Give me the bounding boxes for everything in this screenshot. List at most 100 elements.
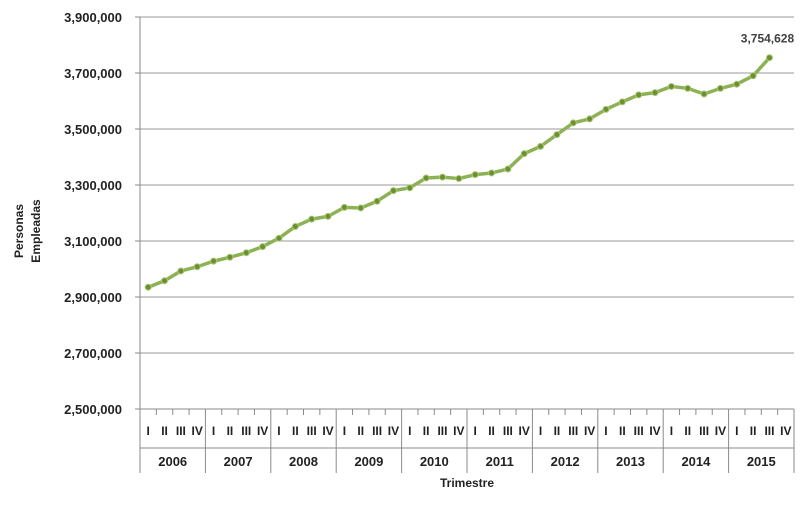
data-point-32 [667, 82, 675, 90]
year-label-2013: 2013 [616, 454, 645, 469]
quarter-label-2014-II: II [684, 424, 691, 438]
data-point-16 [406, 184, 414, 192]
quarter-label-2011-IV: IV [519, 424, 530, 438]
y-axis-tick-labels: 2,500,000 2,700,000 2,900,000 3,100,000 3,30… [64, 10, 122, 417]
quarter-label-2015-II: II [750, 424, 757, 438]
quarter-label-2015-III: III [764, 424, 774, 438]
quarter-label-2006-II: II [161, 424, 168, 438]
axes [135, 16, 794, 473]
data-point-31 [651, 89, 659, 97]
data-point-28 [602, 105, 610, 113]
data-point-4 [210, 257, 218, 265]
x-axis-title: Trimestre [440, 476, 494, 490]
series-employed-persons [144, 54, 773, 291]
quarter-label-2015-I: I [735, 424, 738, 438]
year-label-2014: 2014 [681, 454, 711, 469]
data-point-35 [716, 84, 724, 92]
y-tick-label-2: 2,900,000 [64, 290, 122, 305]
data-point-1 [161, 277, 169, 285]
last-point-data-label: 3,754,628 [741, 32, 795, 46]
y-tick-label-0: 2,500,000 [64, 402, 122, 417]
annotations: 3,754,628 [741, 32, 795, 46]
series-line [146, 55, 772, 289]
quarter-label-2009-IV: IV [388, 424, 399, 438]
quarter-label-2006-III: III [176, 424, 186, 438]
year-label-2010: 2010 [420, 454, 449, 469]
quarter-label-2009-I: I [343, 424, 346, 438]
quarter-label-2007-II: II [227, 424, 234, 438]
data-point-8 [275, 234, 283, 242]
quarter-label-2009-III: III [372, 424, 382, 438]
year-label-2015: 2015 [747, 454, 776, 469]
quarter-label-2013-IV: IV [649, 424, 660, 438]
quarter-label-2007-I: I [212, 424, 215, 438]
y-tick-label-7: 3,900,000 [64, 10, 122, 25]
data-point-34 [700, 90, 708, 98]
quarter-label-2013-II: II [619, 424, 626, 438]
data-point-17 [422, 174, 430, 182]
year-label-2009: 2009 [354, 454, 383, 469]
data-point-26 [569, 119, 577, 127]
quarter-label-2012-I: I [539, 424, 542, 438]
data-point-23 [520, 150, 528, 158]
y-tick-label-4: 3,300,000 [64, 178, 122, 193]
quarter-label-2011-I: I [474, 424, 477, 438]
quarter-label-2006-I: I [147, 424, 150, 438]
quarter-label-2007-III: III [241, 424, 251, 438]
quarter-label-2010-III: III [437, 424, 447, 438]
data-point-37 [749, 72, 757, 80]
year-label-2008: 2008 [289, 454, 318, 469]
data-point-9 [291, 222, 299, 230]
quarter-label-2010-IV: IV [453, 424, 464, 438]
data-point-20 [471, 171, 479, 179]
data-point-36 [733, 80, 741, 88]
data-point-29 [618, 98, 626, 106]
data-point-3 [193, 263, 201, 271]
data-point-15 [389, 187, 397, 195]
data-point-33 [684, 84, 692, 92]
y-tick-label-6: 3,700,000 [64, 66, 122, 81]
quarter-label-2014-III: III [699, 424, 709, 438]
quarter-label-2007-IV: IV [257, 424, 268, 438]
quarter-label-2014-I: I [670, 424, 673, 438]
quarter-label-2011-II: II [488, 424, 495, 438]
y-axis-title-line-2: Empleadas [29, 199, 43, 263]
quarter-label-2006-IV: IV [192, 424, 203, 438]
data-point-21 [488, 169, 496, 177]
y-tick-label-1: 2,700,000 [64, 346, 122, 361]
y-tick-label-3: 3,100,000 [64, 234, 122, 249]
data-point-30 [635, 91, 643, 99]
quarter-label-2012-III: III [568, 424, 578, 438]
y-gridlines [140, 16, 794, 410]
data-point-6 [242, 249, 250, 257]
data-point-18 [438, 173, 446, 181]
data-point-5 [226, 253, 234, 261]
quarter-label-2008-III: III [307, 424, 317, 438]
quarter-label-2011-III: III [503, 424, 513, 438]
quarter-label-2010-II: II [423, 424, 430, 438]
data-point-25 [553, 131, 561, 139]
quarter-label-2012-II: II [554, 424, 561, 438]
data-point-14 [373, 197, 381, 205]
data-point-27 [586, 115, 594, 123]
quarter-label-2009-II: II [357, 424, 364, 438]
quarter-label-2008-I: I [277, 424, 280, 438]
quarter-label-2010-I: I [408, 424, 411, 438]
quarter-label-2013-I: I [604, 424, 607, 438]
year-label-2006: 2006 [158, 454, 187, 469]
data-point-11 [324, 212, 332, 220]
data-point-19 [455, 175, 463, 183]
year-label-2007: 2007 [224, 454, 253, 469]
data-point-10 [308, 215, 316, 223]
year-label-2012: 2012 [551, 454, 580, 469]
quarter-label-2008-IV: IV [322, 424, 333, 438]
data-point-24 [537, 142, 545, 150]
data-point-22 [504, 165, 512, 173]
y-tick-label-5: 3,500,000 [64, 122, 122, 137]
data-point-7 [259, 243, 267, 251]
quarter-label-2008-II: II [292, 424, 299, 438]
data-point-13 [357, 204, 365, 212]
y-axis-title: Personas Empleadas [12, 199, 43, 263]
